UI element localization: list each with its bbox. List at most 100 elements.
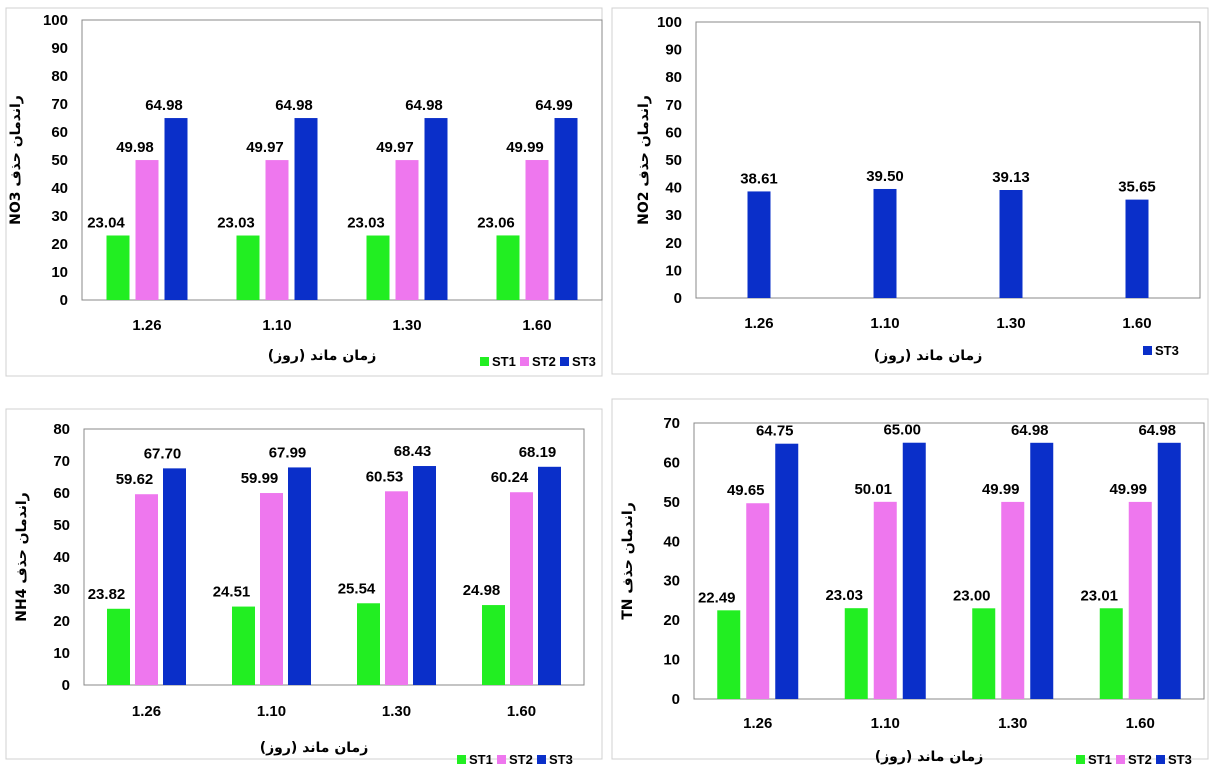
- bar-st1: [972, 608, 996, 699]
- bar-st1: [482, 605, 505, 685]
- legend-label: ST1: [469, 752, 493, 767]
- y-tick-label: 10: [51, 264, 68, 281]
- bar-st1: [232, 606, 255, 685]
- legend-label: ST1: [1088, 752, 1112, 767]
- data-label: 59.99: [241, 470, 279, 487]
- y-tick-label: 50: [663, 494, 680, 511]
- y-tick-label: 40: [665, 180, 682, 197]
- y-tick-label: 100: [43, 12, 68, 29]
- x-tick-label: 1.60: [507, 703, 536, 720]
- plot-area: [695, 21, 1201, 299]
- data-label: 23.82: [88, 586, 126, 603]
- y-tick-label: 90: [665, 42, 682, 59]
- data-label: 49.99: [982, 481, 1020, 498]
- chart-no2: 0 10 20 30 40 50 60 70 80 90 100 38.61 1.26 39.50 1.10…: [611, 7, 1209, 375]
- bar-st3: [873, 188, 897, 298]
- data-label: 50.01: [854, 481, 892, 498]
- bar-st3: [294, 118, 318, 300]
- x-tick-label: 1.10: [870, 315, 899, 332]
- y-tick-label: 10: [663, 652, 680, 669]
- legend-label: ST2: [532, 354, 556, 369]
- bar-st3: [554, 118, 578, 300]
- data-label: 64.99: [535, 97, 573, 114]
- x-tick-label: 1.26: [132, 317, 161, 334]
- chart-tn: 0 10 20 30 40 50 60 70 22.49 49.65 64.75 1.26 23.03 5…: [611, 398, 1209, 767]
- chart-tn-panel: 0 10 20 30 40 50 60 70 22.49 49.65 64.75 1.26 23.03 5…: [606, 385, 1213, 771]
- bar-st3: [1157, 442, 1181, 699]
- x-tick-label: 1.10: [257, 703, 286, 720]
- y-tick-label: 30: [51, 208, 68, 225]
- bar-st3: [1030, 442, 1054, 699]
- bar-st2: [873, 501, 897, 699]
- legend-swatch-st3: [1143, 346, 1152, 355]
- x-tick-label: 1.60: [522, 317, 551, 334]
- y-tick-label: 20: [663, 612, 680, 629]
- data-label: 49.97: [376, 139, 414, 156]
- y-axis-title: NO3 راندمان حذف: [8, 95, 24, 225]
- y-tick-label: 80: [51, 68, 68, 85]
- x-tick-label: 1.26: [132, 703, 161, 720]
- bar-st3: [163, 468, 186, 685]
- legend-label: ST2: [1128, 752, 1152, 767]
- data-label: 23.00: [953, 587, 991, 604]
- chart-border: [611, 398, 1209, 760]
- legend-swatch-st1: [1076, 755, 1085, 764]
- y-tick-label: 20: [51, 236, 68, 253]
- bar-st1: [106, 235, 130, 300]
- x-tick-label: 1.26: [743, 715, 772, 732]
- legend-label: ST3: [1155, 343, 1179, 358]
- legend-swatch-st2: [1116, 755, 1125, 764]
- y-tick-label: 100: [657, 14, 682, 31]
- data-label: 67.70: [144, 445, 182, 462]
- data-label: 65.00: [883, 422, 921, 439]
- bar-st2: [395, 160, 419, 300]
- bar-st3: [902, 442, 926, 699]
- y-tick-label: 70: [51, 96, 68, 113]
- y-tick-label: 0: [62, 677, 70, 694]
- legend-swatch-st3: [537, 755, 546, 764]
- chart-no3: 0 10 20 30 40 50 60 70 80 90 100 23.04 49.98 64.98 1.2…: [5, 7, 603, 377]
- y-tick-label: 60: [53, 485, 70, 502]
- y-tick-label: 40: [53, 549, 70, 566]
- data-label: 68.19: [519, 444, 557, 461]
- data-label: 64.98: [1138, 422, 1176, 439]
- y-tick-label: 50: [53, 517, 70, 534]
- chart-border: [5, 408, 603, 760]
- data-label: 23.03: [825, 587, 863, 604]
- y-tick-label: 70: [665, 97, 682, 114]
- y-tick-label: 0: [672, 691, 680, 708]
- plot-area: [693, 422, 1205, 700]
- y-tick-label: 50: [665, 152, 682, 169]
- data-label: 59.62: [116, 471, 154, 488]
- y-tick-label: 20: [665, 235, 682, 252]
- bar-st2: [260, 493, 283, 685]
- chart-border: [611, 7, 1209, 375]
- bar-st1: [496, 235, 520, 300]
- data-label: 68.43: [394, 443, 432, 460]
- bar-st1: [844, 608, 868, 699]
- bar-st1: [366, 235, 390, 300]
- legend-swatch-st2: [520, 357, 529, 366]
- chart-nh4: 0 10 20 30 40 50 60 70 80 23.82 59.62 67.70 1.26 24.5…: [5, 408, 603, 767]
- x-tick-label: 1.10: [262, 317, 291, 334]
- data-label: 23.06: [477, 214, 515, 231]
- y-tick-label: 10: [665, 262, 682, 279]
- y-tick-label: 20: [53, 613, 70, 630]
- bar-st3: [164, 118, 188, 300]
- bar-st3: [999, 190, 1023, 298]
- bar-st1: [1099, 608, 1123, 699]
- y-tick-label: 70: [53, 453, 70, 470]
- bar-st2: [510, 492, 533, 685]
- x-tick-label: 1.30: [392, 317, 421, 334]
- data-label: 60.24: [491, 469, 529, 486]
- bar-st3: [538, 466, 561, 685]
- y-tick-label: 60: [51, 124, 68, 141]
- x-tick-label: 1.60: [1126, 715, 1155, 732]
- bar-st3: [747, 191, 771, 298]
- bar-st1: [236, 235, 260, 300]
- legend-label: ST3: [549, 752, 573, 767]
- legend-swatch-st3: [1156, 755, 1165, 764]
- x-axis-title: زمان ماند (روز): [874, 348, 983, 364]
- x-axis-title: زمان ماند (روز): [268, 348, 377, 364]
- data-label: 35.65: [1118, 179, 1156, 196]
